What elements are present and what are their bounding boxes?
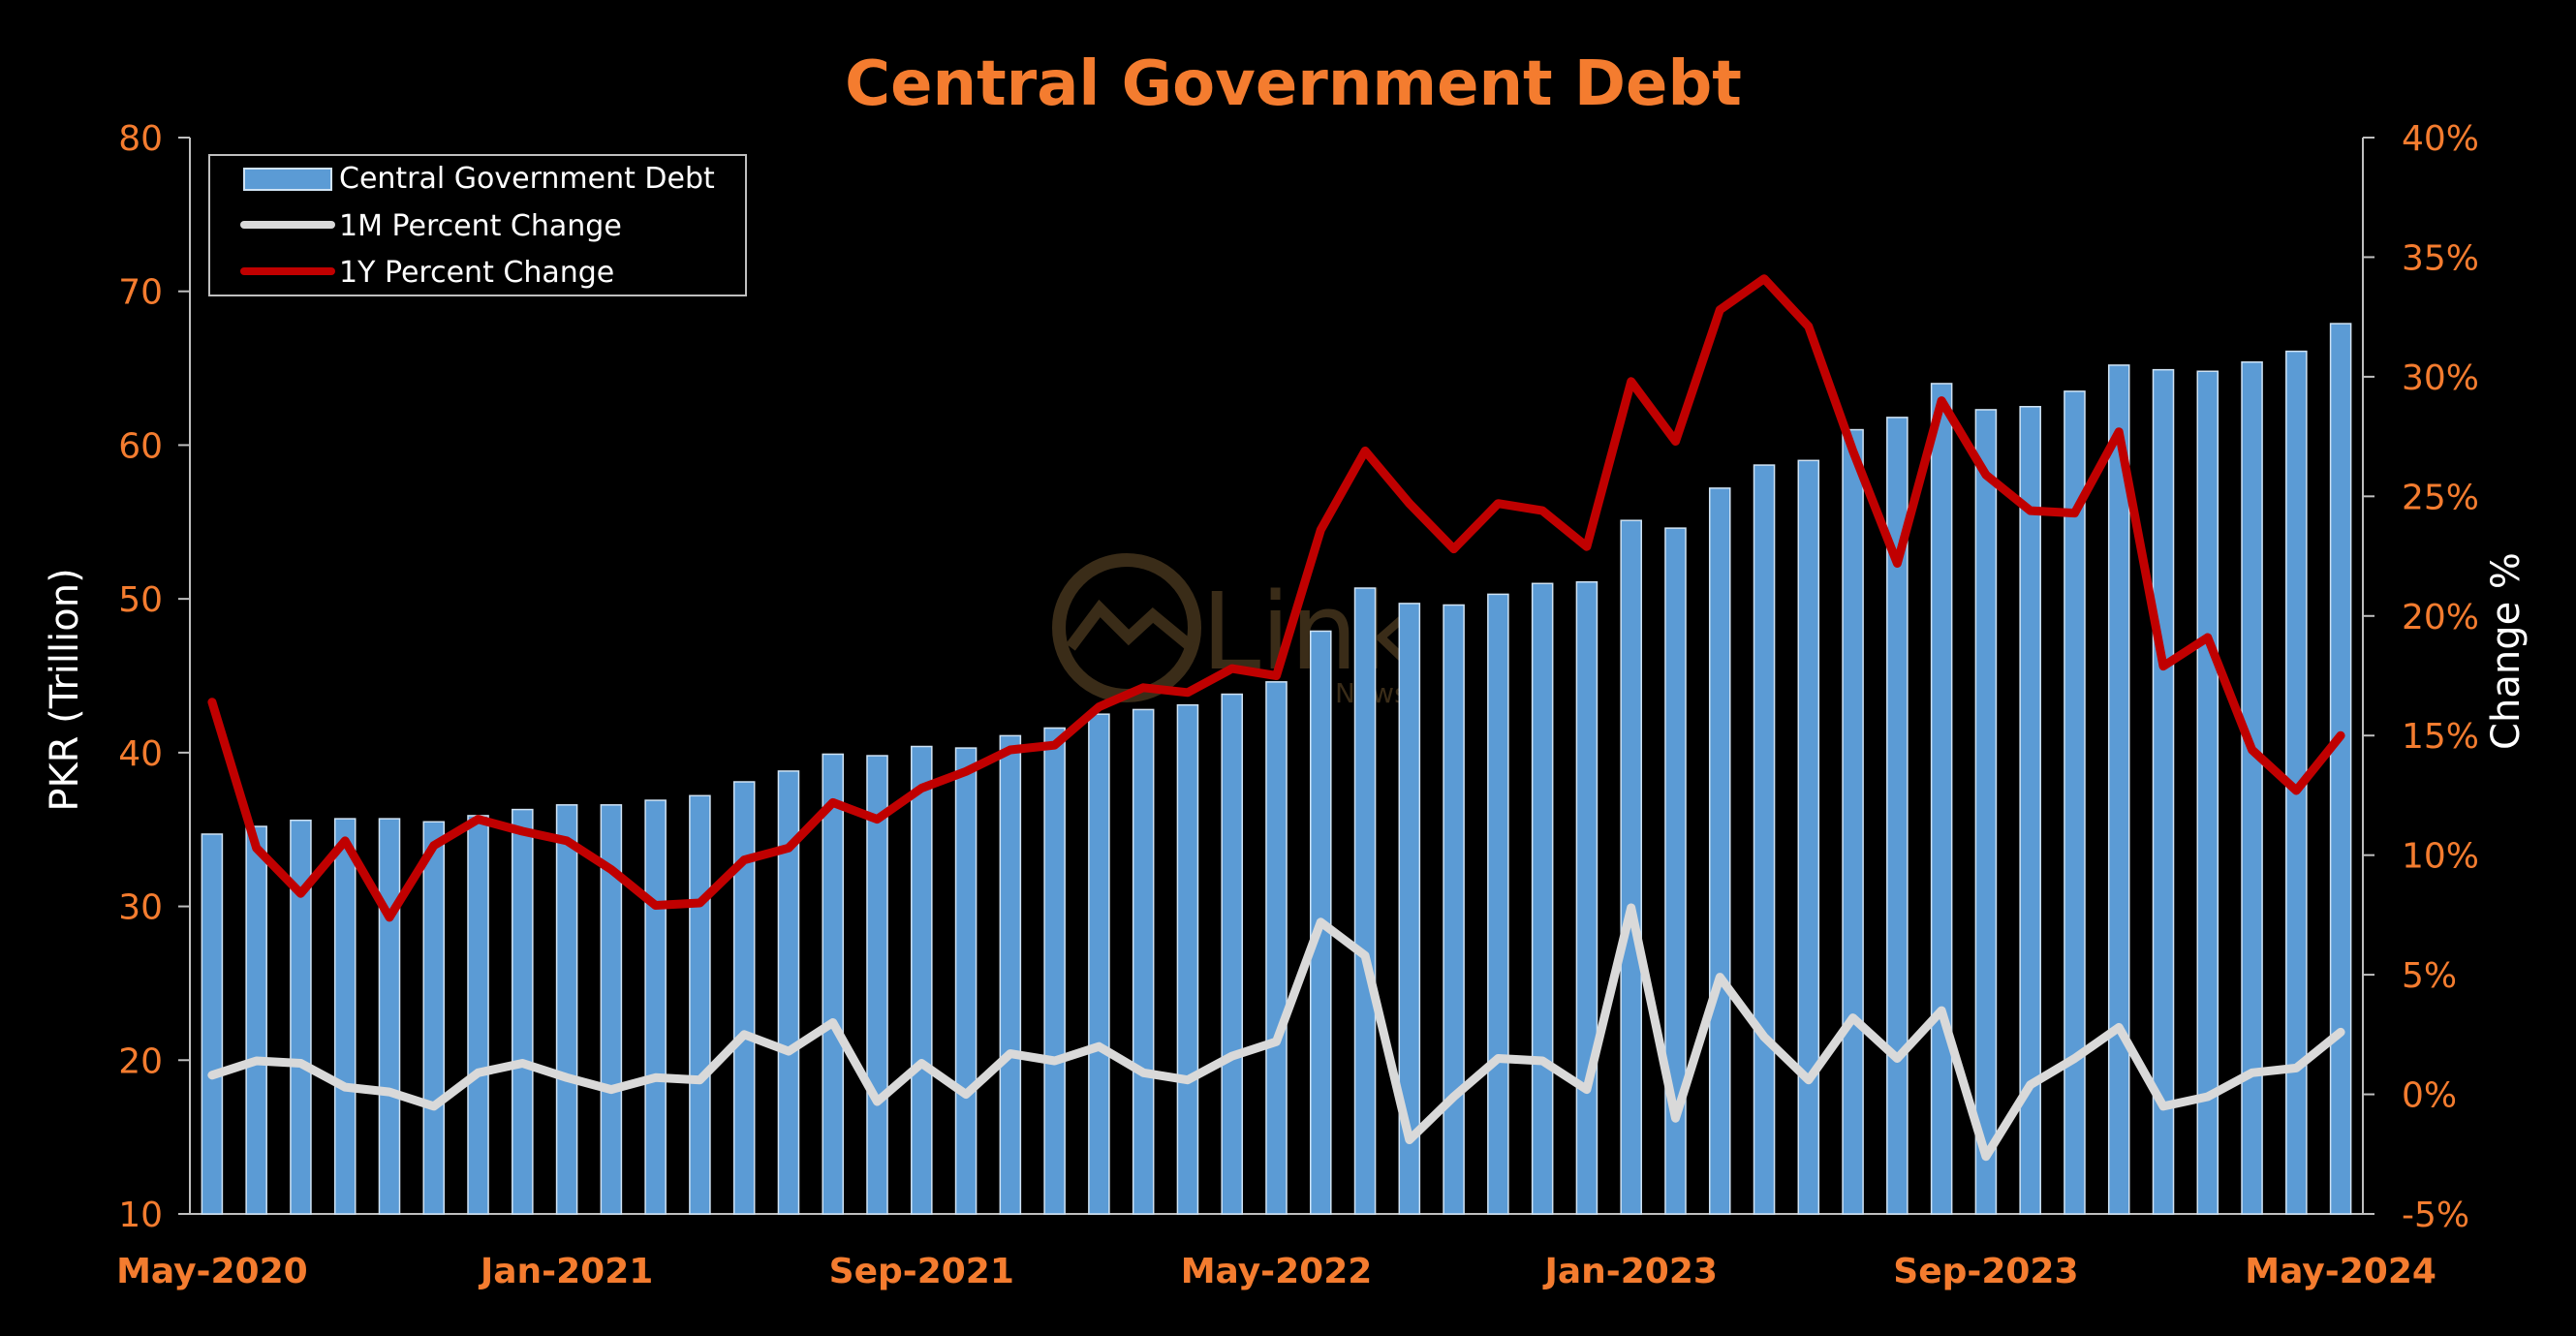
bar-debt <box>1353 587 1377 1215</box>
bar-debt <box>1265 681 1288 1215</box>
legend-label-debt: Central Government Debt <box>339 162 715 196</box>
x-tick-label: Sep-2021 <box>829 1252 1014 1291</box>
bar-debt <box>999 734 1022 1215</box>
x-tick-label: May-2020 <box>116 1252 308 1291</box>
bar-debt <box>201 833 224 1215</box>
y2-tick-label: 30% <box>2402 358 2479 398</box>
y2-tick-label: 25% <box>2402 478 2479 517</box>
x-tick-label: Jan-2023 <box>1541 1252 1717 1291</box>
x-tick-label: May-2024 <box>2245 1252 2436 1291</box>
y-axis-label: PKR (Trillion) <box>43 568 87 811</box>
bar-debt <box>1620 519 1642 1215</box>
bar-debt <box>333 818 357 1215</box>
bar-debt <box>911 745 933 1215</box>
bar-debt <box>1398 603 1421 1215</box>
bar-debt <box>555 804 578 1215</box>
bar-debt <box>644 799 667 1215</box>
bar-debt <box>245 825 267 1215</box>
bar-debt <box>1575 580 1598 1215</box>
bar-debt <box>2329 323 2352 1215</box>
y2-tick-label: -5% <box>2402 1196 2469 1235</box>
y2-axis-label: Change % <box>2484 552 2529 750</box>
bar-debt <box>866 755 888 1215</box>
x-tick-label: Jan-2021 <box>478 1252 653 1291</box>
bar-debt <box>2196 370 2219 1215</box>
y2-tick-label: 10% <box>2402 837 2479 877</box>
bar-debt <box>467 815 489 1215</box>
bar-debt <box>1043 727 1066 1215</box>
watermark-mountain-icon <box>1066 599 1195 652</box>
y2-tick-label: 5% <box>2402 956 2457 996</box>
legend-swatch-debt <box>243 168 332 191</box>
bar-debt <box>689 794 711 1215</box>
legend-label-1y: 1Y Percent Change <box>339 256 614 290</box>
bar-debt <box>290 819 312 1215</box>
bar-debt <box>512 808 534 1215</box>
lines-series <box>207 274 2345 1162</box>
bar-debt <box>1886 417 1909 1215</box>
bar-debt <box>1708 487 1731 1215</box>
bar-debt <box>1132 708 1155 1215</box>
bar-debt <box>1664 527 1687 1215</box>
y2-tick-label: 20% <box>2402 598 2479 637</box>
y2-tick-label: 35% <box>2402 238 2479 278</box>
bar-debt <box>378 818 401 1215</box>
bar-debt <box>2152 368 2175 1215</box>
y2-tick-label: 40% <box>2402 119 2479 159</box>
bar-debt <box>600 804 623 1215</box>
line-1y-percent-change <box>207 274 2345 922</box>
bar-debt <box>422 821 446 1215</box>
bar-debt <box>1842 428 1864 1215</box>
bar-debt <box>1974 409 1998 1215</box>
bar-debt <box>1531 582 1554 1215</box>
legend: Central Government Debt 1M Percent Chang… <box>208 154 747 296</box>
x-tick-label: May-2022 <box>1181 1252 1373 1291</box>
bar-debt <box>2019 406 2041 1215</box>
x-tick-label: Sep-2023 <box>1893 1252 2078 1291</box>
bar-debt <box>1487 593 1509 1215</box>
y-tick-label: 60 <box>118 426 163 466</box>
legend-label-1m: 1M Percent Change <box>339 209 622 243</box>
bar-debt <box>1221 693 1244 1215</box>
bar-debt <box>2107 364 2130 1215</box>
bar-debt <box>1176 703 1199 1215</box>
y-tick-label: 40 <box>118 734 163 774</box>
bar-debt <box>1088 713 1110 1215</box>
y2-tick-label: 15% <box>2402 717 2479 757</box>
bar-debt <box>1930 383 1953 1215</box>
y-tick-label: 80 <box>118 119 163 159</box>
y-tick-label: 20 <box>118 1041 163 1081</box>
bar-debt <box>954 747 978 1215</box>
bar-debt <box>822 753 845 1215</box>
bar-debt <box>732 781 756 1215</box>
bar-debt <box>1797 459 1820 1215</box>
bar-debt <box>777 770 800 1215</box>
y2-tick-label: 0% <box>2402 1076 2457 1116</box>
bar-debt <box>1443 604 1465 1215</box>
bar-debt <box>2064 390 2086 1215</box>
chart-title: Central Government Debt <box>845 48 1742 120</box>
bar-debt <box>1753 464 1776 1215</box>
y-tick-label: 10 <box>118 1196 163 1235</box>
line-1m-percent-change <box>207 903 2345 1162</box>
y-tick-label: 50 <box>118 580 163 620</box>
bar-debt <box>2241 360 2263 1215</box>
y-tick-label: 70 <box>118 273 163 313</box>
y-tick-label: 30 <box>118 888 163 928</box>
